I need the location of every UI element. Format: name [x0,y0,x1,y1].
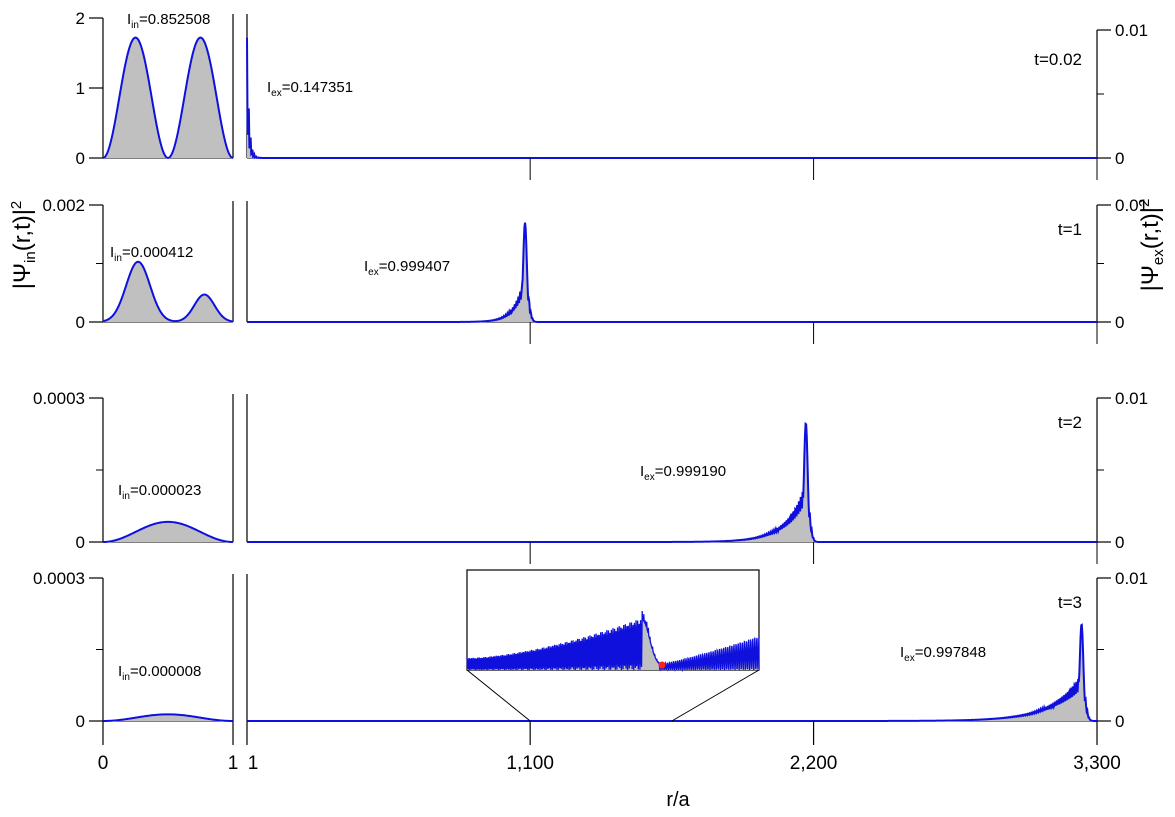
panel-2: 0 0.002 0 0.01 t=1 Iin=0.000412 Iex=0.999407 [42,196,1148,332]
right-tick-label: 0 [1115,712,1124,731]
inner-curve [102,36,234,160]
left-tick-label: 0 [76,313,85,332]
y-axis-label-left: |Ψin(r,t)|2 [8,201,39,290]
panels: 01200.01t=0.02Iin=0.852508Iex=0.14735100… [33,9,1148,731]
outer-norm-label: Iex=0.147351 [267,79,353,99]
right-tick-label: 0.01 [1115,389,1148,408]
left-tick-label: 0.0003 [33,389,85,408]
left-tick-label: 2 [76,9,85,28]
inner-norm-label: Iin=0.852508 [127,11,210,31]
outer-area-fill [247,37,1097,158]
x-tick-label: 1 [228,753,239,774]
outer-norm-label: Iex=0.999190 [640,463,726,483]
x-axis-label: r/a [666,789,690,811]
inset-connector-left [466,669,531,722]
right-tick-label: 0.01 [1115,569,1148,588]
y-axis-label-right: |Ψex(r,t)|2 [1136,199,1167,292]
inner-curve [103,713,233,722]
inner-norm-label: Iin=0.000008 [118,663,201,683]
right-tick-label: 0 [1115,149,1124,168]
x-tick-label: 1,100 [506,753,554,774]
right-tick-label: 0 [1115,313,1124,332]
outer-curve [247,222,1097,323]
inner-curve [102,260,234,323]
panel-3: 0 0.0003 0 0.01 t=2 Iin=0.000023 Iex=0.999190 [33,389,1148,552]
right-tick-label: 0.01 [1115,21,1148,40]
outer-norm-label: Iex=0.997848 [900,644,986,664]
x-tick-label: 1 [248,753,259,774]
inner-area-fill [103,37,233,158]
time-label: t=3 [1058,593,1082,612]
left-tick-label: 1 [76,79,85,98]
left-tick-label: 0.0003 [33,569,85,588]
outer-norm-label: Iex=0.999407 [364,258,450,278]
zoom-inset [466,569,760,722]
time-label: t=2 [1058,413,1082,432]
inset-marker [658,661,666,669]
inner-area-fill [103,714,233,721]
inner-curve [102,520,234,543]
left-tick-label: 0 [76,712,85,731]
panel-1: 0 1 2 0 0.01 t=0.02 Iin=0.852508 Iex=0.147351 [76,9,1149,168]
left-tick-label: 0 [76,533,85,552]
panel-4: 0 0.0003 0 0.01 t=3 Iin=0.000008 Iex=0.997848 [33,569,1148,731]
inner-area-fill [103,521,233,542]
time-label: t=0.02 [1034,50,1082,69]
inner-norm-label: Iin=0.000023 [118,482,201,502]
inset-connector-right [671,669,760,722]
inner-area-fill [103,261,233,322]
outer-curve [246,37,1097,160]
left-tick-label: 0.002 [42,196,85,215]
inset-curve [466,610,760,673]
x-axis: 0 1 1 1,100 2,200 3,300 [98,158,1121,774]
right-tick-label: 0.01 [1115,196,1148,215]
outer-curve [247,421,1097,543]
outer-area-fill [247,423,1097,542]
time-label: t=1 [1058,220,1082,239]
left-tick-label: 0 [76,149,85,168]
x-tick-label: 2,200 [790,753,838,774]
inner-norm-label: Iin=0.000412 [110,244,193,264]
x-tick-label: 3,300 [1073,753,1121,774]
right-tick-label: 0 [1115,533,1124,552]
x-tick-label: 0 [98,753,109,774]
